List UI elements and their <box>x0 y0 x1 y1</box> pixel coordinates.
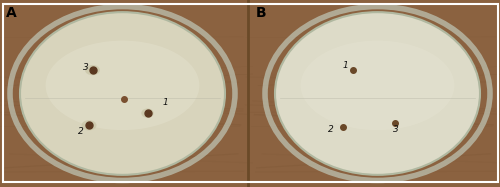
Ellipse shape <box>275 12 480 175</box>
Text: 2: 2 <box>78 127 83 136</box>
Text: 3: 3 <box>82 63 88 72</box>
Ellipse shape <box>85 65 100 75</box>
Text: A: A <box>6 6 17 20</box>
Ellipse shape <box>142 108 154 118</box>
Text: 3: 3 <box>392 125 398 134</box>
Text: B: B <box>256 6 266 20</box>
Ellipse shape <box>300 41 454 130</box>
Ellipse shape <box>46 41 200 130</box>
Ellipse shape <box>82 120 96 131</box>
Text: 2: 2 <box>328 125 333 134</box>
Text: 1: 1 <box>162 98 168 107</box>
FancyBboxPatch shape <box>252 0 500 187</box>
FancyBboxPatch shape <box>0 0 248 187</box>
Text: 1: 1 <box>342 61 348 70</box>
Ellipse shape <box>20 12 225 175</box>
